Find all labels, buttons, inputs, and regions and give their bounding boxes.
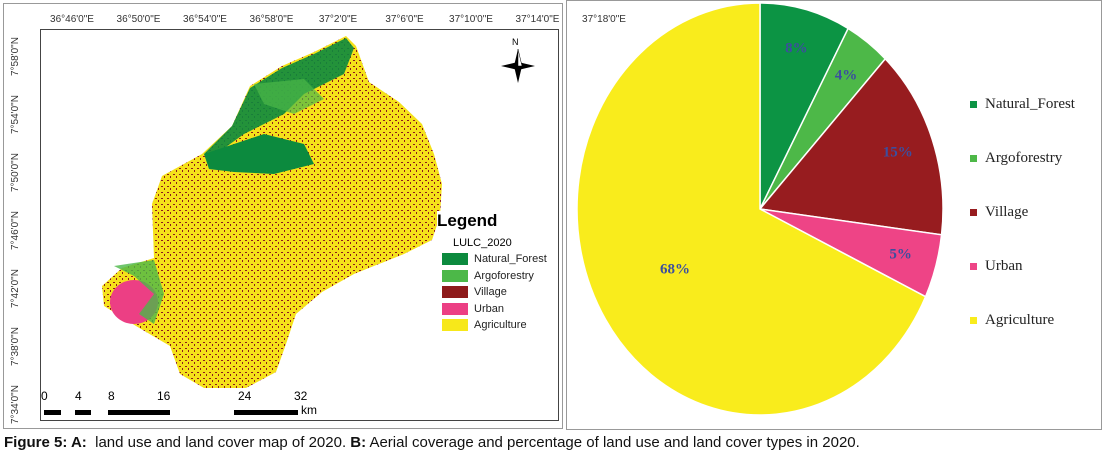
legend-label: Argoforestry: [474, 269, 534, 282]
pie-slice-agriculture: [576, 2, 927, 416]
pie-legend-swatch: [970, 263, 977, 270]
map-legend: Legend LULC_2020 Natural_Forest Argofores…: [437, 211, 557, 334]
map-frame: [40, 29, 559, 421]
longitude-label: 36°46'0"E: [50, 14, 94, 25]
pie-data-label: 5%: [889, 246, 912, 263]
legend-label: Natural_Forest: [474, 253, 547, 266]
pie-slice-natural-forest: [759, 2, 850, 210]
pie-data-label: 15%: [882, 144, 913, 161]
legend-item: Argoforestry: [437, 268, 557, 285]
legend-label: Agriculture: [474, 319, 527, 332]
pie-legend-swatch: [970, 155, 977, 162]
longitude-label: 36°54'0"E: [183, 14, 227, 25]
legend-swatch: [442, 286, 468, 299]
scale-label: 16: [157, 389, 171, 403]
pie-legend-label: Village: [985, 204, 1029, 220]
pie-legend-item: Agriculture: [970, 312, 1054, 329]
legend-swatch: [442, 319, 468, 332]
pie-legend-swatch: [970, 209, 977, 216]
scale-label: 32: [294, 389, 308, 403]
longitude-label: 37°18'0"E: [582, 14, 626, 25]
pie-slice-village: [758, 57, 944, 236]
pie-legend-label: Natural_Forest: [985, 96, 1075, 112]
caption-lead-b: B:: [350, 434, 367, 451]
study-area-map: [102, 36, 535, 388]
legend-item: Village: [437, 284, 557, 301]
caption-lead: Figure 5: A:: [4, 434, 87, 451]
scale-label: 24: [238, 389, 252, 403]
pie-data-label: 4%: [834, 67, 858, 84]
scale-unit: km: [301, 403, 317, 417]
north-label: N: [512, 37, 519, 47]
scale-label: 0: [41, 389, 48, 403]
map-panel: 36°46'0"E 36°50'0"E 36°54'0"E 36°58'0"E 37°2…: [3, 3, 626, 429]
legend-item: Agriculture: [437, 317, 557, 334]
north-arrow-icon: [501, 48, 535, 83]
pie-legend-item: Argoforestry: [970, 150, 1062, 167]
pie-legend-swatch: [970, 101, 977, 108]
pie-legend-label: Urban: [985, 258, 1023, 274]
scale-label: 8: [108, 389, 115, 403]
caption-text-a: land use and land cover map of 2020.: [86, 434, 351, 451]
caption-text-b: Aerial coverage and percentage of land u…: [366, 434, 860, 451]
pie-data-label: 8%: [785, 40, 808, 57]
map-region-argoforestry: [254, 79, 324, 114]
legend-label: Village: [474, 286, 507, 299]
longitude-label: 37°10'0"E: [449, 14, 493, 25]
map-region-forest-2: [204, 134, 314, 174]
figure-caption: Figure 5: A: land use and land cover map…: [4, 434, 860, 451]
legend-label: Urban: [474, 302, 504, 315]
pie-legend-item: Village: [970, 204, 1028, 221]
longitude-label: 36°50'0"E: [116, 14, 161, 25]
pie-data-label: 68%: [660, 261, 691, 278]
longitude-label: 36°58'0"E: [249, 14, 294, 25]
pie-legend-swatch: [970, 317, 977, 324]
legend-title: Legend: [437, 211, 498, 230]
legend-subtitle: LULC_2020: [453, 237, 512, 249]
scale-label: 4: [75, 389, 82, 403]
legend-item: Natural_Forest: [437, 251, 557, 268]
legend-swatch: [442, 302, 468, 315]
longitude-label: 37°2'0"E: [318, 14, 358, 25]
legend-item: Urban: [437, 301, 557, 318]
pie-legend-item: Natural_Forest: [970, 96, 1075, 113]
legend-swatch: [442, 269, 468, 282]
legend-swatch: [442, 253, 468, 266]
map-region-argoforestry-2: [114, 260, 164, 324]
pie-legend-label: Argoforestry: [985, 150, 1063, 166]
map-region-agriculture: [102, 36, 442, 388]
longitude-label: 37°14'0"E: [515, 14, 560, 25]
pie-legend-label: Agriculture: [985, 312, 1055, 328]
pie-legend-item: Urban: [970, 258, 1023, 275]
pie-panel: [566, 0, 1102, 430]
longitude-label: 37°6'0"E: [385, 14, 424, 25]
